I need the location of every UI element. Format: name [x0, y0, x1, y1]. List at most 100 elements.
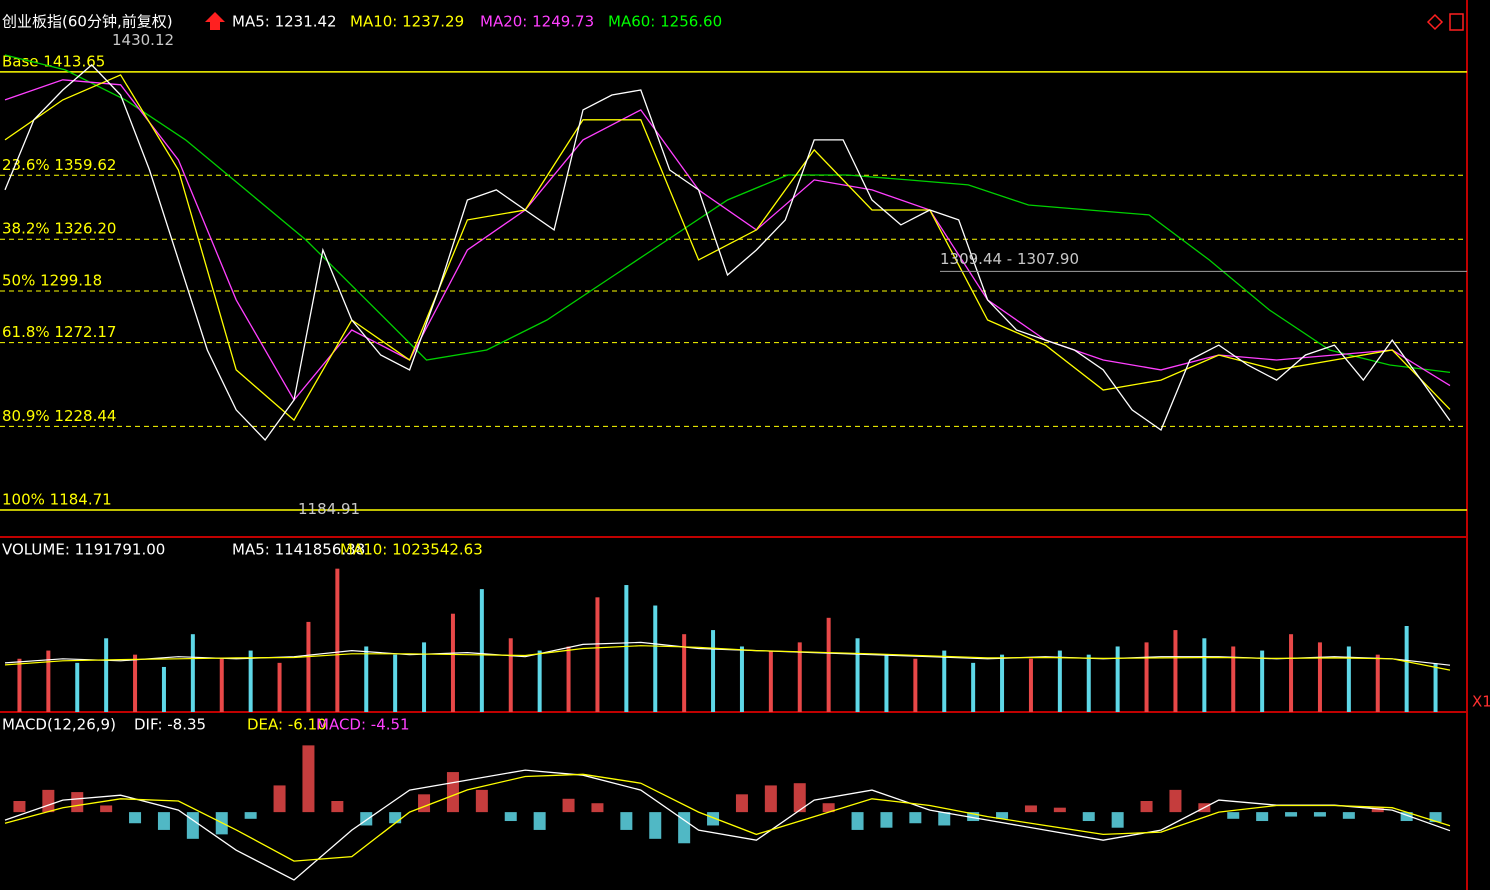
fib-label: 61.8% 1272.17 [2, 323, 116, 341]
volume-bar [711, 630, 716, 712]
volume-bar [942, 650, 947, 712]
macd-bar [1024, 805, 1037, 813]
macd-bar [1429, 812, 1442, 823]
macd-bar [996, 812, 1009, 819]
macd-bar [967, 812, 980, 822]
fib-label: 80.9% 1228.44 [2, 407, 116, 425]
icon-window[interactable] [1449, 13, 1464, 31]
chart-title: 创业板指(60分钟,前复权) [2, 13, 173, 31]
volume-bar [161, 666, 166, 712]
volume-bar [624, 585, 629, 712]
fib-label: 100% 1184.71 [2, 490, 112, 508]
volume-bar [1202, 638, 1207, 712]
legend-entry: MA5: 1231.42 [232, 13, 337, 31]
volume-bar [104, 638, 109, 712]
macd-bar [71, 792, 84, 813]
macd-bar [1053, 807, 1066, 813]
macd-line [4, 773, 1451, 862]
volume-bar [277, 662, 282, 712]
legend-entry: MA20: 1249.73 [480, 13, 594, 31]
icon-diamond[interactable] [1426, 13, 1444, 31]
macd-bar [13, 801, 26, 813]
macd-label: DEA: -6.10 [247, 716, 327, 734]
volume-bar [248, 650, 253, 712]
macd-bar [100, 805, 113, 813]
volume-bar [855, 638, 860, 712]
volume-bar [46, 650, 51, 712]
legend-entry: MA10: 1237.29 [350, 13, 464, 31]
volume-bar [653, 605, 658, 712]
volume-bar [884, 654, 889, 712]
macd-bar [562, 798, 575, 813]
volume-bar [566, 646, 571, 712]
volume-bar [219, 658, 224, 712]
volume-bar [1028, 658, 1033, 712]
price-annotation: 1309.44 - 1307.90 [940, 250, 1079, 268]
volume-bar [1173, 630, 1178, 712]
volume-bar [797, 642, 802, 712]
volume-label: VOLUME: 1191791.00 [2, 541, 165, 559]
volume-bar [1115, 646, 1120, 712]
macd-bar [1342, 812, 1355, 819]
macd-bar [764, 785, 777, 813]
macd-bar [707, 812, 720, 826]
macd-bar [620, 812, 633, 830]
volume-bar [190, 634, 195, 712]
macd-bar [157, 812, 170, 830]
macd-line [4, 769, 1451, 881]
macd-bar [273, 785, 286, 813]
macd-bar [446, 772, 459, 813]
volume-bar [17, 658, 22, 712]
price-annotation: 1430.12 [112, 31, 174, 49]
volume-bar [133, 654, 138, 712]
volume-label: MA5: 1141856.38 [232, 541, 365, 559]
macd-bar [822, 803, 835, 813]
macd-bar [678, 812, 691, 844]
macd-bar [649, 812, 662, 839]
macd-label: MACD: -4.51 [316, 716, 410, 734]
macd-bar [331, 801, 344, 813]
macd-bar [1082, 812, 1095, 822]
up-arrow-icon [205, 12, 225, 30]
volume-bar [335, 568, 340, 712]
volume-bar [306, 621, 311, 712]
volume-bar [479, 589, 484, 712]
macd-bar [244, 812, 257, 819]
volume-bar [739, 646, 744, 712]
fib-label: 38.2% 1326.20 [2, 220, 116, 238]
volume-bar [768, 650, 773, 712]
macd-bar [533, 812, 546, 830]
macd-label: MACD(12,26,9) [2, 716, 116, 734]
macd-bar [851, 812, 864, 830]
volume-bar [971, 662, 976, 712]
volume-ma-line [4, 645, 1451, 671]
volume-bar [682, 634, 687, 712]
macd-bar [418, 794, 431, 813]
macd-bar [42, 789, 55, 813]
volume-bar [913, 658, 918, 712]
volume-bar [75, 662, 80, 712]
volume-bar [450, 613, 455, 712]
macd-bar [1313, 812, 1326, 817]
volume-bar [422, 642, 427, 712]
volume-bar [1231, 646, 1236, 712]
legend-entry: MA60: 1256.60 [608, 13, 722, 31]
volume-bar [1433, 663, 1438, 712]
macd-bar [1256, 812, 1269, 822]
ma-line [4, 74, 1451, 422]
macd-bar [504, 812, 517, 822]
macd-bar [880, 812, 893, 828]
volume-bar [1086, 654, 1091, 712]
macd-bar [1169, 789, 1182, 813]
macd-bar [389, 812, 402, 824]
macd-bar [475, 789, 488, 813]
macd-bar [938, 812, 951, 826]
macd-bar [186, 812, 199, 839]
macd-bar [1371, 807, 1384, 813]
volume-bar [508, 638, 513, 712]
macd-bar [1285, 812, 1298, 817]
macd-bar [302, 745, 315, 813]
macd-bar [591, 803, 604, 813]
ma-line [4, 64, 1451, 442]
